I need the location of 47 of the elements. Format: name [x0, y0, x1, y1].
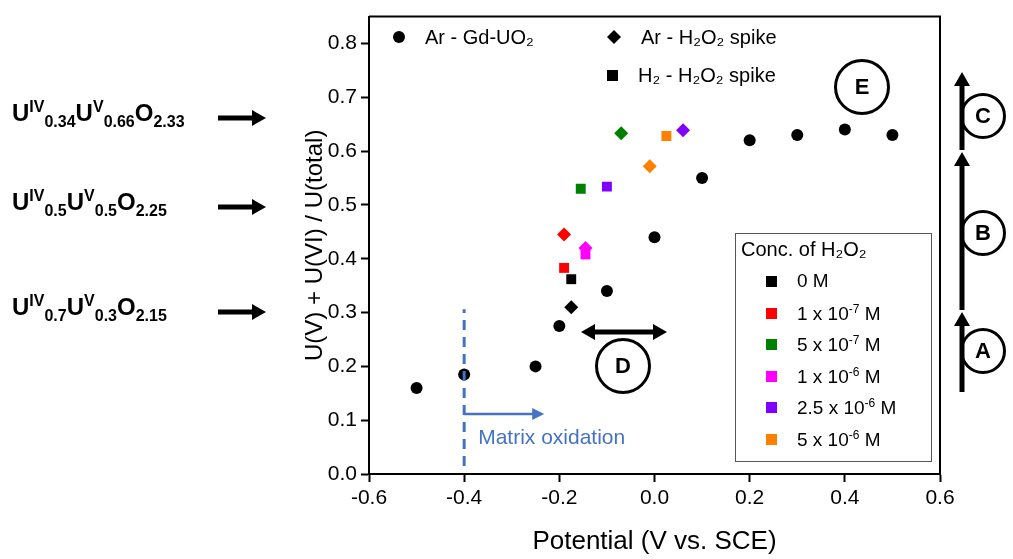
- point: [743, 134, 756, 147]
- x-axis-title: Potential (V vs. SCE): [532, 524, 777, 555]
- ref-line-label: Matrix oxidation: [478, 424, 626, 448]
- y-tick-label: 0.2: [327, 353, 357, 377]
- y-tick-label: 0.7: [327, 84, 357, 108]
- text: B: [960, 210, 1006, 256]
- point: [553, 320, 566, 333]
- annotation: D: [595, 338, 651, 394]
- x-tick-label: 0.6: [925, 485, 955, 509]
- y-tick-label: 0.8: [327, 30, 357, 54]
- x-tick-label: 0.2: [735, 485, 765, 509]
- legend-label: Ar - Gd-UO₂: [425, 25, 534, 49]
- point: [886, 128, 899, 141]
- x-tick-label: 0.4: [830, 485, 860, 509]
- text: A: [960, 328, 1006, 374]
- point: [838, 123, 851, 136]
- annotation: E: [834, 59, 890, 115]
- legend-title: Conc. of H₂O₂: [741, 238, 867, 261]
- legend-label: 1 x 10$^{-6}$ M: [797, 364, 881, 388]
- x-tick-label: 0.0: [639, 485, 670, 509]
- y-tick-label: 0.1: [327, 406, 357, 430]
- x-tick-label: -0.6: [350, 485, 388, 509]
- legend-label: 1 x 10$^{-7}$ M: [797, 301, 881, 325]
- y-tick-label: 0.0: [327, 460, 357, 484]
- point: [696, 172, 709, 185]
- point: [648, 231, 661, 244]
- y-tick-label: 0.5: [327, 191, 357, 215]
- legend-label: 0 M: [797, 270, 829, 292]
- text: U$^{IV}$$_{0.7}$U$^{V}$$_{0.3}$O$_{2.15}$: [12, 292, 167, 325]
- x-tick-label: -0.2: [541, 485, 578, 509]
- y-tick-label: 0.6: [327, 137, 357, 161]
- y-axis-title: U(V) + U(VI) / U(total): [300, 129, 328, 361]
- point: [410, 381, 423, 394]
- legend-label: Ar - H₂O₂ spike: [641, 25, 777, 49]
- legend-label: H₂ - H₂O₂ spike: [638, 63, 776, 87]
- point: [791, 128, 804, 141]
- point: [529, 360, 542, 373]
- legend-label: 2.5 x 10$^{-6}$ M: [797, 396, 897, 420]
- text: C: [960, 93, 1006, 139]
- legend-label: 5 x 10$^{-7}$ M: [797, 333, 881, 357]
- point: [600, 285, 613, 298]
- text: U$^{IV}$$_{0.34}$U$^{V}$$_{0.66}$O$_{2.33}$: [12, 98, 185, 131]
- text: U$^{IV}$$_{0.5}$U$^{V}$$_{0.5}$O$_{2.25}$: [12, 187, 167, 220]
- y-tick-label: 0.4: [327, 245, 358, 269]
- y-tick-label: 0.3: [327, 299, 357, 323]
- x-tick-label: -0.4: [446, 485, 483, 509]
- legend-label: 5 x 10$^{-6}$ M: [797, 427, 881, 451]
